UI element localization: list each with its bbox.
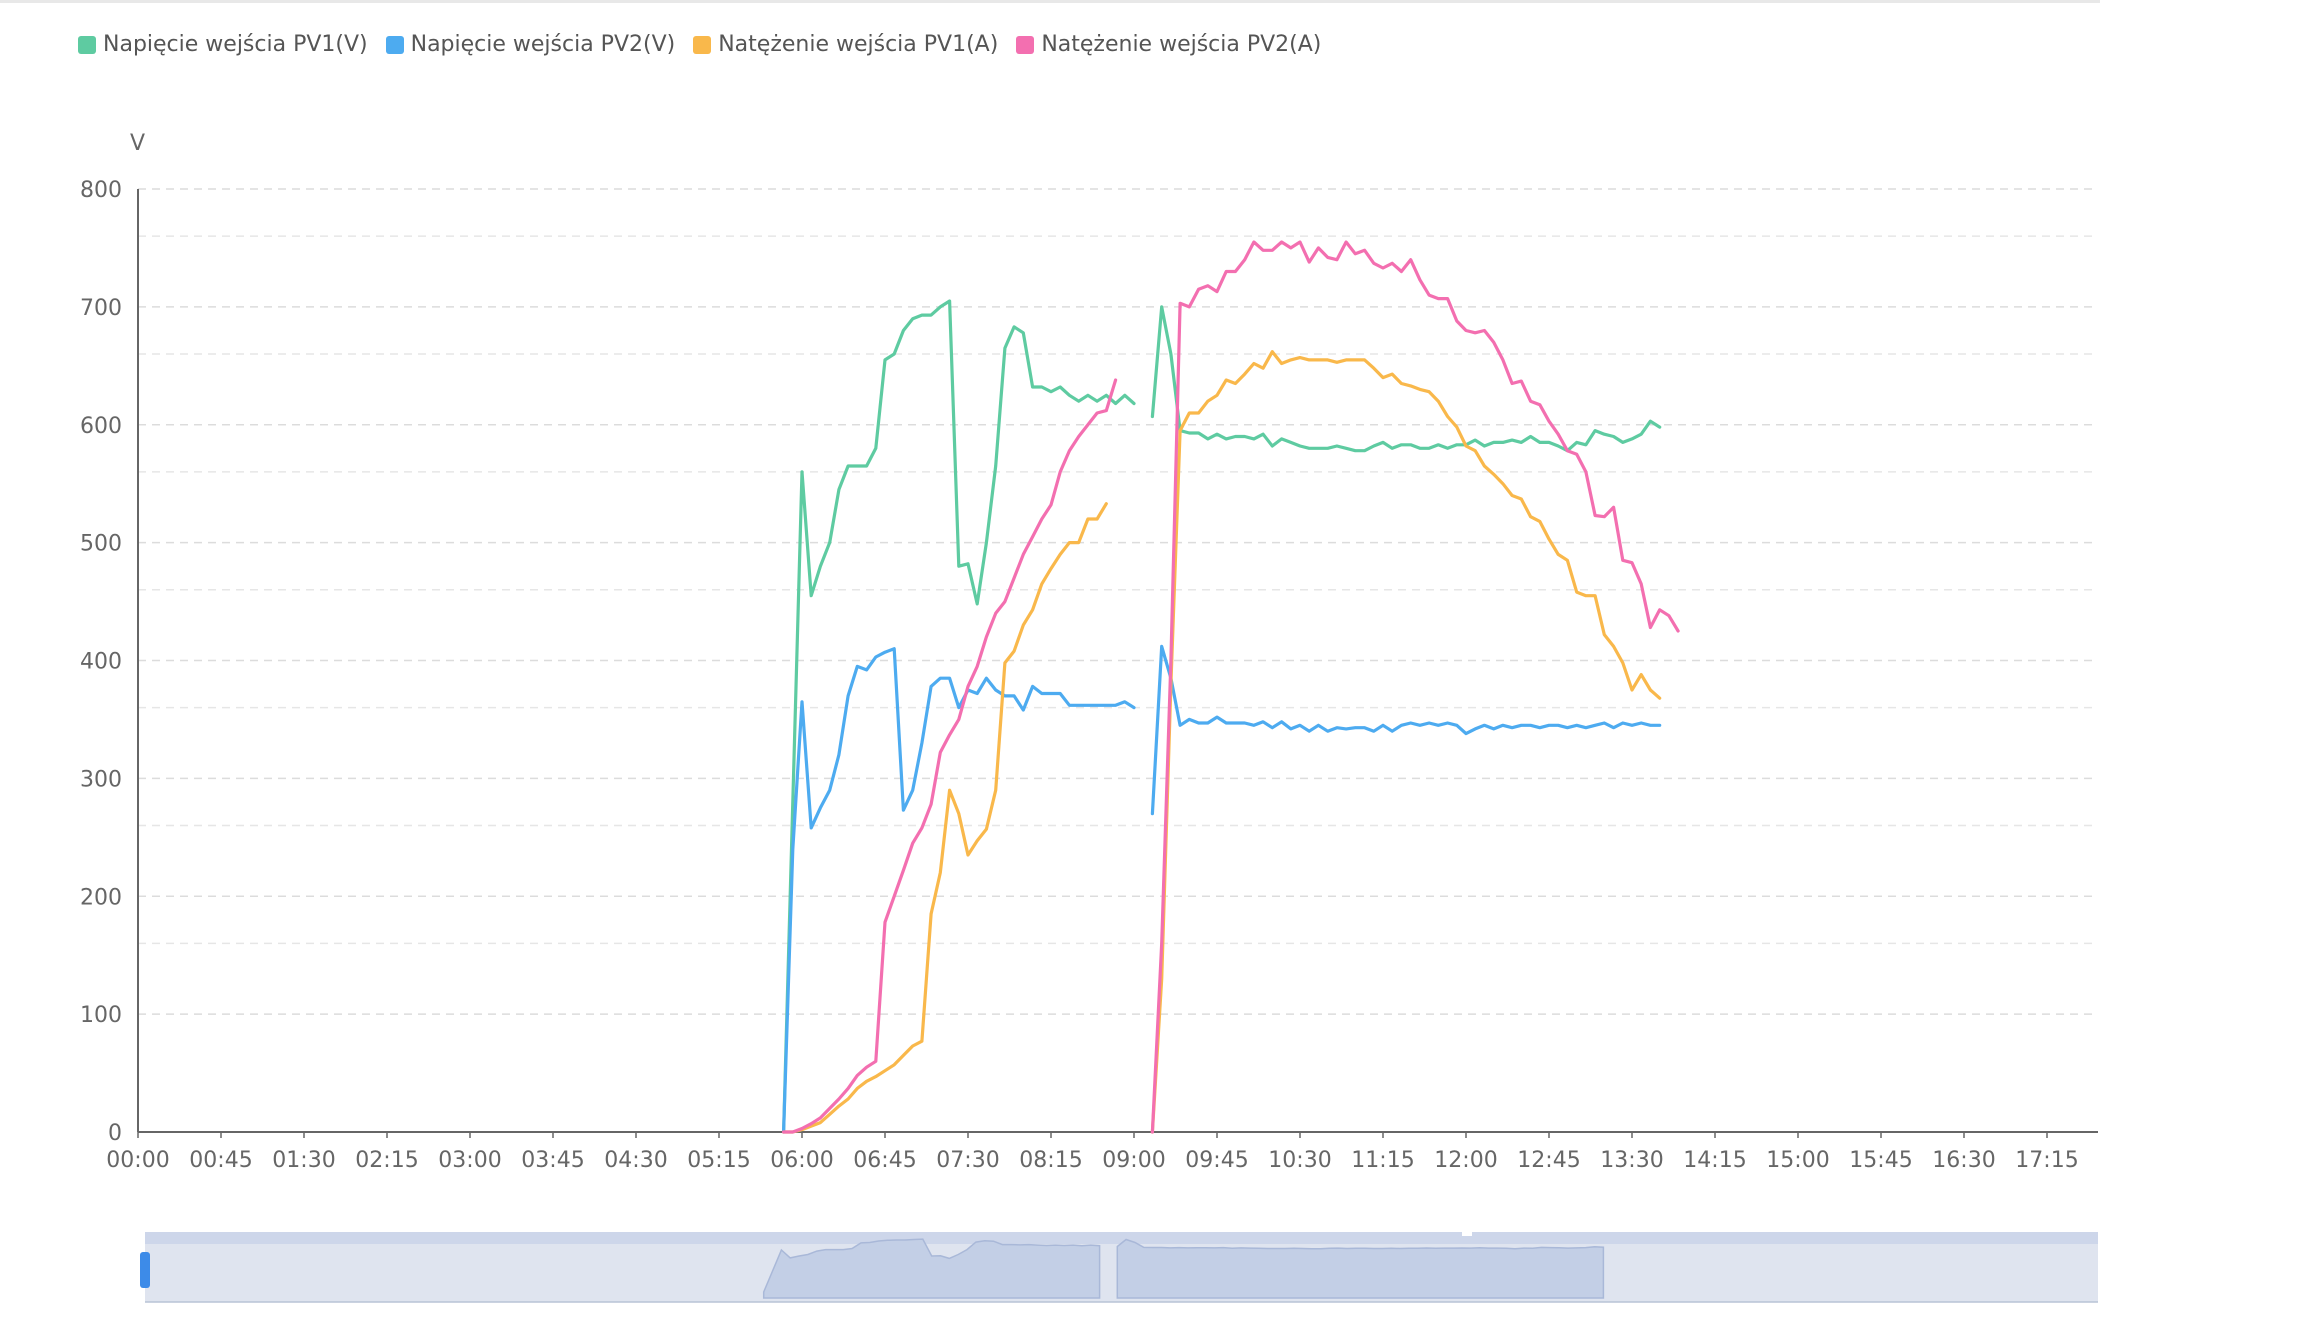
y-tick-label: 600	[80, 414, 122, 439]
top-divider	[0, 0, 2100, 3]
x-tick-label: 06:45	[853, 1148, 916, 1173]
zoom-slider-grip-icon	[1462, 1232, 1472, 1236]
x-tick-label: 15:00	[1766, 1148, 1829, 1173]
y-tick-label: 500	[80, 532, 122, 557]
legend-label-pv2-voltage: Napięcie wejścia PV2(V)	[410, 32, 676, 57]
series-lines	[782, 240, 1680, 1134]
legend-item-pv2-voltage[interactable]: Napięcie wejścia PV2(V)	[385, 32, 676, 57]
x-tick-label: 02:15	[355, 1148, 418, 1173]
series-line-1	[782, 299, 1136, 1134]
series-line-2	[1150, 644, 1662, 816]
legend-item-pv1-current[interactable]: Natężenie wejścia PV1(A)	[693, 32, 998, 57]
series-line-1	[1150, 305, 1662, 453]
legend-swatch-pv2-current	[1016, 35, 1035, 54]
legend-swatch-pv2-voltage	[385, 35, 404, 54]
x-tick-label: 00:45	[189, 1148, 252, 1173]
x-tick-label: 00:00	[106, 1148, 169, 1173]
legend-item-pv1-voltage[interactable]: Napięcie wejścia PV1(V)	[78, 32, 368, 57]
legend-label-pv1-current: Natężenie wejścia PV1(A)	[718, 32, 999, 57]
series-line-4	[1150, 240, 1680, 1134]
legend-swatch-pv1-current	[693, 35, 712, 54]
x-tick-label: 09:45	[1185, 1148, 1248, 1173]
grid-lines	[138, 188, 2098, 1015]
x-tick-label: 01:30	[272, 1148, 335, 1173]
x-tick-label: 16:30	[1932, 1148, 1995, 1173]
zoom-slider-left-handle[interactable]	[140, 1252, 150, 1288]
data-zoom-slider[interactable]	[140, 1232, 2098, 1303]
x-tick-label: 08:15	[1019, 1148, 1082, 1173]
x-tick-label: 12:45	[1517, 1148, 1580, 1173]
y-tick-label: 100	[80, 1003, 122, 1028]
zoom-overview-area	[1116, 1238, 1605, 1299]
y-tick-label: 0	[108, 1121, 122, 1146]
x-tick-label: 06:00	[770, 1148, 833, 1173]
x-tick-label: 10:30	[1268, 1148, 1331, 1173]
chart-legend: Napięcie wejścia PV1(V) Napięcie wejścia…	[78, 32, 1339, 57]
y-tick-label: 200	[80, 885, 122, 910]
series-line-3	[1150, 350, 1662, 1134]
x-tick-label: 09:00	[1102, 1148, 1165, 1173]
legend-label-pv1-voltage: Napięcie wejścia PV1(V)	[103, 32, 368, 57]
y-tick-label: 300	[80, 767, 122, 792]
axes: 0 100 200 300 400 500 600 700 800 00:00 00:45 01:30…	[80, 178, 2098, 1173]
x-tick-label: 12:00	[1434, 1148, 1497, 1173]
legend-item-pv2-current[interactable]: Natężenie wejścia PV2(A)	[1016, 32, 1321, 57]
series-line-2	[782, 647, 1136, 1134]
y-tick-label: 400	[80, 650, 122, 675]
x-tick-label: 17:15	[2015, 1148, 2078, 1173]
y-tick-label: 800	[80, 178, 122, 203]
y-tick-label: 700	[80, 296, 122, 321]
legend-swatch-pv1-voltage	[78, 35, 96, 54]
series-line-3	[782, 502, 1108, 1134]
x-tick-label: 03:00	[438, 1148, 501, 1173]
zoom-overview-area	[762, 1238, 1101, 1299]
series-line-4	[782, 378, 1118, 1134]
x-tick-label: 14:15	[1683, 1148, 1746, 1173]
x-tick-label: 15:45	[1849, 1148, 1912, 1173]
x-tick-label: 05:15	[687, 1148, 750, 1173]
x-tick-label: 07:30	[936, 1148, 999, 1173]
x-tick-label: 03:45	[521, 1148, 584, 1173]
zoom-slider-top-bar	[145, 1232, 2098, 1244]
x-tick-label: 13:30	[1600, 1148, 1663, 1173]
x-tick-label: 04:30	[604, 1148, 667, 1173]
y-axis-unit-label: V	[130, 131, 145, 156]
legend-label-pv2-current: Natężenie wejścia PV2(A)	[1041, 32, 1322, 57]
x-tick-label: 11:15	[1351, 1148, 1414, 1173]
